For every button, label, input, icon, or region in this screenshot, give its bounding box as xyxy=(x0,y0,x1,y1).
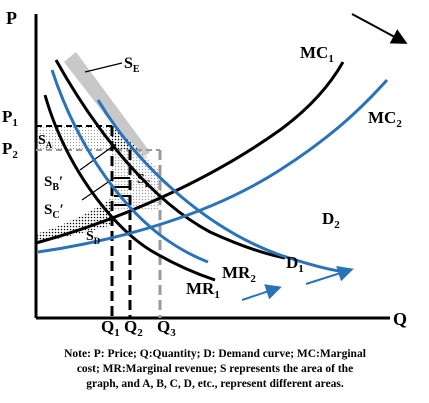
mr2-label: MR2 xyxy=(222,263,256,285)
economics-diagram: P Q P1 P2 Q1 Q2 Q3 MC1 MC2 D2 D1 MR2 MR1… xyxy=(2,8,408,339)
area-se-band xyxy=(64,52,150,160)
p1-label: P1 xyxy=(2,107,18,129)
sa-label: SA xyxy=(38,133,53,150)
sf-label: SF xyxy=(137,172,151,189)
note-line-2: cost; MR:Marginal revenue; S represents … xyxy=(76,363,354,375)
note-line-3: graph, and A, B, C, D, etc., represent d… xyxy=(86,378,344,390)
d1-label: D1 xyxy=(286,253,304,275)
d2-curve xyxy=(96,99,346,274)
sd-label: SD xyxy=(86,229,101,246)
note-line-1: Note: P: Price; Q:Quantity; D: Demand cu… xyxy=(64,348,366,360)
q2-label: Q2 xyxy=(124,317,143,339)
shift-arrow-black xyxy=(351,13,408,44)
mr1-curve xyxy=(43,94,216,282)
area-sd-region xyxy=(36,198,112,243)
mc1-curve xyxy=(35,61,345,245)
mc2-label: MC2 xyxy=(368,108,402,130)
sb-label: SB′ xyxy=(44,174,63,193)
mr2-curve xyxy=(50,69,209,264)
mc1-label: MC1 xyxy=(300,43,334,65)
sb-pointer xyxy=(79,143,117,171)
d1-curve xyxy=(54,59,286,260)
shift-arrow-blue-2 xyxy=(305,266,354,285)
mc2-curve xyxy=(37,78,389,254)
q3-label: Q3 xyxy=(157,317,176,339)
figure-note: Note: P: Price; Q:Quantity; D: Demand cu… xyxy=(6,347,424,392)
q1-label: Q1 xyxy=(101,317,120,339)
d2-label: D2 xyxy=(322,209,340,231)
p-axis-label: P xyxy=(6,8,17,28)
mr1-label: MR1 xyxy=(186,279,220,301)
sc-label: SC′ xyxy=(44,202,64,221)
area-sa-region xyxy=(36,126,112,150)
se-pointer xyxy=(84,62,123,73)
se-label: SE xyxy=(124,55,140,75)
q-axis-label: Q xyxy=(393,309,407,329)
p2-label: P2 xyxy=(2,139,18,161)
shift-arrow-blue-1 xyxy=(241,284,282,301)
